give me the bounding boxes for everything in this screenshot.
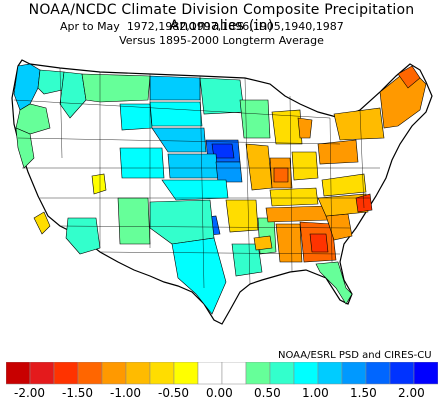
legend-swatch	[77, 362, 103, 385]
region-ohio	[291, 151, 319, 181]
region-montana	[81, 73, 151, 103]
region-new-mexico	[117, 197, 151, 245]
subtitle-years: 1972,1982,1997,1896,1905,1940,1987	[126, 20, 344, 33]
legend-tick-label: -1.50	[62, 386, 94, 400]
region-maine-north	[397, 65, 421, 89]
region-alabama	[275, 223, 303, 263]
region-pennsylvania	[317, 139, 359, 165]
region-georgia-core	[309, 233, 329, 253]
region-kentucky	[269, 187, 319, 207]
region-nevada-dry	[91, 173, 107, 195]
region-texas-south	[171, 237, 227, 315]
legend-swatch	[197, 362, 223, 385]
legend-swatch	[101, 362, 127, 385]
region-wisconsin	[239, 99, 271, 139]
us-climate-division-map	[11, 59, 433, 325]
legend-swatch	[6, 362, 31, 385]
legend-swatch	[149, 362, 175, 385]
region-minnesota	[199, 77, 245, 115]
legend-tick-label: -1.00	[110, 386, 142, 400]
region-michigan-e	[297, 117, 313, 139]
map-title: NOAA/NCDC Climate Division Composite Pre…	[28, 2, 415, 34]
legend-swatch	[125, 362, 151, 385]
region-florida	[315, 261, 353, 305]
legend-tick-label: 0.50	[254, 386, 281, 400]
legend-swatch	[293, 362, 319, 385]
region-nc-coast	[355, 193, 373, 213]
region-sd	[149, 101, 203, 127]
legend-swatch	[413, 362, 438, 385]
region-missouri-nw	[215, 161, 243, 183]
region-tennessee	[265, 205, 329, 223]
legend-tick-label: 2.00	[398, 386, 425, 400]
legend-swatch	[389, 362, 415, 385]
region-arizona	[65, 217, 101, 255]
legend-tick-label: -0.50	[158, 386, 190, 400]
legend-tick-label: -2.00	[14, 386, 46, 400]
legend-swatch	[245, 362, 271, 385]
region-colorado	[119, 147, 165, 179]
legend-swatch	[317, 362, 343, 385]
region-indiana-core	[273, 167, 289, 183]
region-nebraska	[151, 127, 207, 153]
region-louisiana	[231, 243, 263, 277]
legend-swatch	[365, 362, 391, 385]
legend-tick-label: 0.00	[206, 386, 233, 400]
region-southern-miss	[253, 235, 273, 251]
legend-swatch	[269, 362, 295, 385]
region-new-york	[333, 107, 385, 141]
credit-text: NOAA/ESRL PSD and CIRES-CU	[278, 350, 432, 361]
legend-tick-label: 1.00	[302, 386, 329, 400]
region-iowa-core	[211, 143, 235, 159]
legend-swatch	[53, 362, 79, 385]
region-wyoming	[119, 103, 153, 131]
region-virginia	[321, 173, 367, 197]
anomaly-regions	[13, 63, 427, 315]
subtitle-baseline: Versus 1895-2000 Longterm Average	[119, 34, 324, 47]
region-michigan	[271, 109, 303, 145]
region-nd	[149, 75, 201, 101]
region-arkansas	[225, 199, 259, 233]
legend-swatch	[173, 362, 199, 385]
region-kansas	[167, 153, 219, 179]
legend-tick-label: 1.50	[350, 386, 377, 400]
legend-swatch	[221, 362, 247, 385]
legend-swatch	[341, 362, 367, 385]
color-legend	[6, 362, 438, 385]
region-north-carolina	[317, 193, 369, 217]
subtitle-period-line: Apr to May 1972,1982,1997,1896,1905,1940…	[60, 20, 344, 33]
division-boundaries	[13, 67, 380, 289]
region-ca-south	[33, 211, 51, 235]
subtitle-period: Apr to May	[60, 20, 120, 33]
region-pacific-nw	[13, 63, 41, 111]
legend-swatch	[29, 362, 55, 385]
